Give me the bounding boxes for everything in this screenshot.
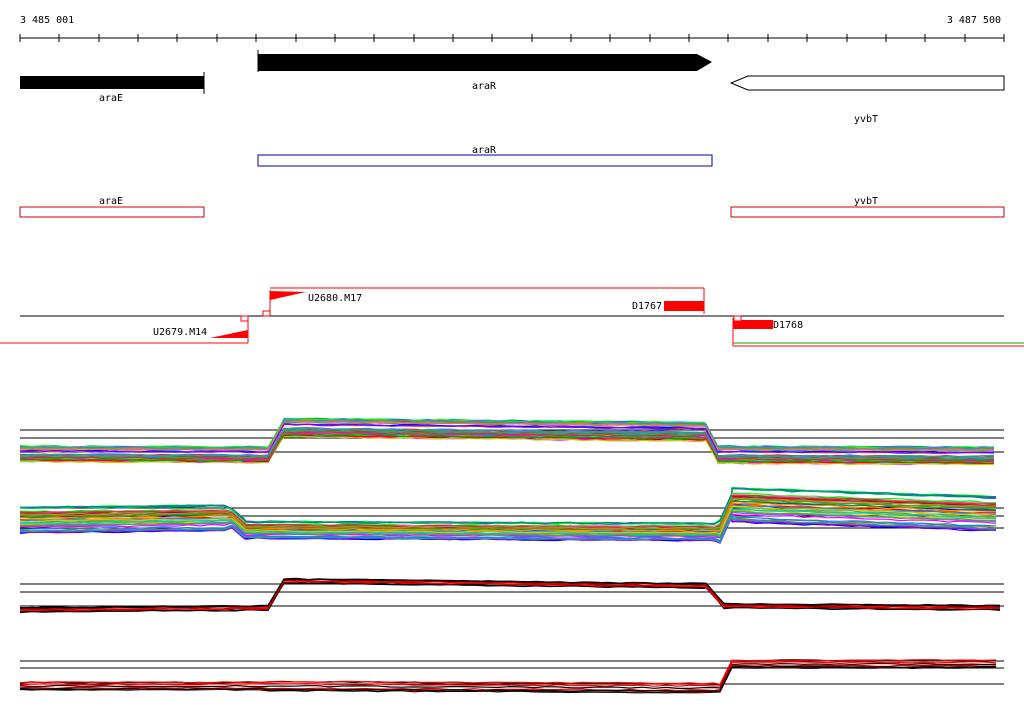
expression-series <box>19 665 997 693</box>
expression-series <box>19 582 1001 614</box>
expression-panel-3 <box>19 577 1004 614</box>
expression-series <box>19 659 997 686</box>
gene-yvbT-label: yvbT <box>854 114 878 125</box>
feature-D1767[interactable]: D1767 <box>632 288 705 314</box>
gene-araR-label: araR <box>472 81 497 92</box>
transcript-araR-label: araR <box>472 145 497 156</box>
expression-series <box>19 504 997 534</box>
feature-U2679-box <box>240 315 249 322</box>
gene-araE[interactable]: araE <box>20 72 205 104</box>
feature-U2680-label: U2680.M17 <box>308 293 362 304</box>
gene-yvbT-arrow[interactable] <box>729 75 1005 91</box>
gene-araR[interactable]: araR <box>257 50 712 92</box>
ruler-end-label: 3 487 500 <box>947 15 1001 26</box>
feature-track: U2680.M17 U2679.M14 D1767 D1768 <box>0 287 1024 347</box>
expression-series <box>19 423 995 454</box>
feature-D1768[interactable]: D1768 <box>732 315 803 346</box>
transcript-yvbT-box[interactable] <box>730 206 1005 218</box>
feature-U2680-box <box>262 310 271 317</box>
expression-series <box>19 509 997 538</box>
gene-araR-arrow[interactable] <box>258 54 712 71</box>
expression-series <box>19 513 997 542</box>
feature-D1767-bar[interactable] <box>664 301 704 311</box>
expression-series <box>19 497 997 530</box>
expression-series <box>19 665 997 693</box>
feature-U2679-label: U2679.M14 <box>153 327 207 338</box>
feature-D1768-label: D1768 <box>773 320 803 331</box>
feature-D1767-label: D1767 <box>632 301 662 312</box>
transcript-araE-label: araE <box>99 196 123 207</box>
expression-series <box>19 664 997 692</box>
expression-panel-1 <box>19 417 1004 466</box>
expression-panel-4 <box>19 659 1004 694</box>
expression-series <box>19 578 1001 609</box>
feature-U2679-M14[interactable]: U2679.M14 <box>153 315 249 343</box>
feature-D1768-bar[interactable] <box>733 320 773 329</box>
transcript-araE-box[interactable] <box>19 206 205 218</box>
expression-series <box>19 487 997 525</box>
transcript-track-red: araE yvbT <box>19 196 1005 218</box>
expression-series <box>19 506 997 535</box>
expression-series <box>19 661 997 687</box>
ruler-ticks <box>19 34 1005 42</box>
expression-series <box>19 659 997 686</box>
expression-series <box>19 662 997 690</box>
expression-series <box>19 514 997 543</box>
expression-series <box>19 431 995 461</box>
feature-D1768-box <box>733 315 742 322</box>
gene-yvbT[interactable]: yvbT <box>729 75 1005 125</box>
expression-series <box>19 579 1001 611</box>
transcript-track-blue: araR <box>257 145 713 167</box>
feature-U2680-flag[interactable] <box>270 291 306 300</box>
ruler-start-label: 3 485 001 <box>20 15 74 26</box>
position-ruler: 3 485 001 3 487 500 <box>19 15 1005 42</box>
expression-series <box>19 511 997 539</box>
expression-series <box>19 507 997 537</box>
gene-araE-bar[interactable] <box>20 76 204 89</box>
expression-panel-2 <box>19 486 1004 545</box>
transcript-araR-box[interactable] <box>257 154 713 167</box>
gene-track: araE araR yvbT <box>20 50 1005 125</box>
feature-U2679-flag[interactable] <box>210 330 248 338</box>
feature-U2680-M17[interactable]: U2680.M17 <box>262 290 362 317</box>
expression-series <box>19 428 995 459</box>
transcript-yvbT-label: yvbT <box>854 196 878 207</box>
gene-araE-label: araE <box>99 93 123 104</box>
expression-series <box>19 419 995 451</box>
expression-series <box>19 419 995 450</box>
